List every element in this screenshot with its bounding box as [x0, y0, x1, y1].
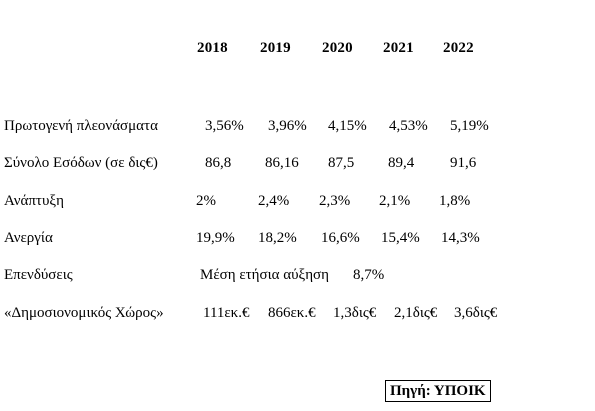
table-cell: 16,6%: [321, 230, 360, 246]
table-cell: 86,8: [205, 155, 232, 171]
table-cell: 19,9%: [196, 230, 235, 246]
row-label-total-revenue: Σύνολο Εσόδων (σε δις€): [4, 155, 158, 171]
table-cell: 3,56%: [205, 118, 244, 134]
year-header-2018: 2018: [197, 40, 228, 56]
investment-growth-value: 8,7%: [353, 267, 385, 283]
row-label-primary-surplus: Πρωτογενή πλεονάσματα: [4, 118, 158, 134]
table-cell: 89,4: [388, 155, 415, 171]
table-cell: 15,4%: [381, 230, 420, 246]
table-cell: 2,3%: [319, 193, 351, 209]
year-header-2019: 2019: [260, 40, 291, 56]
table-cell: 18,2%: [258, 230, 297, 246]
row-label-fiscal-space: «Δημοσιονομικός Χώρος»: [4, 305, 164, 321]
row-label-growth: Ανάπτυξη: [4, 193, 64, 209]
table-cell: 866εκ.€: [268, 305, 316, 321]
year-header-2020: 2020: [322, 40, 353, 56]
table-cell: 5,19%: [450, 118, 489, 134]
row-label-unemployment: Ανεργία: [4, 230, 53, 246]
table-cell: 4,53%: [389, 118, 428, 134]
table-cell: 91,6: [450, 155, 477, 171]
table-cell: 3,96%: [268, 118, 307, 134]
source-label: Πηγή: ΥΠΟΙΚ: [385, 380, 491, 402]
year-header-2022: 2022: [443, 40, 474, 56]
table-cell: 3,6δις€: [454, 305, 498, 321]
table-cell: 87,5: [328, 155, 355, 171]
table-cell: 2,4%: [258, 193, 290, 209]
table-cell: 2,1%: [379, 193, 411, 209]
table-cell: 111εκ.€: [203, 305, 250, 321]
table-cell: 14,3%: [441, 230, 480, 246]
row-label-investments: Επενδύσεις: [4, 267, 73, 283]
investment-growth-note: Μέση ετήσια αύξηση: [200, 267, 329, 283]
table-cell: 1,8%: [439, 193, 471, 209]
table-cell: 2,1δις€: [394, 305, 438, 321]
table-cell: 86,16: [265, 155, 299, 171]
table-cell: 4,15%: [328, 118, 367, 134]
table-cell: 1,3δις€: [333, 305, 377, 321]
table-cell: 2%: [196, 193, 216, 209]
year-header-2021: 2021: [383, 40, 414, 56]
